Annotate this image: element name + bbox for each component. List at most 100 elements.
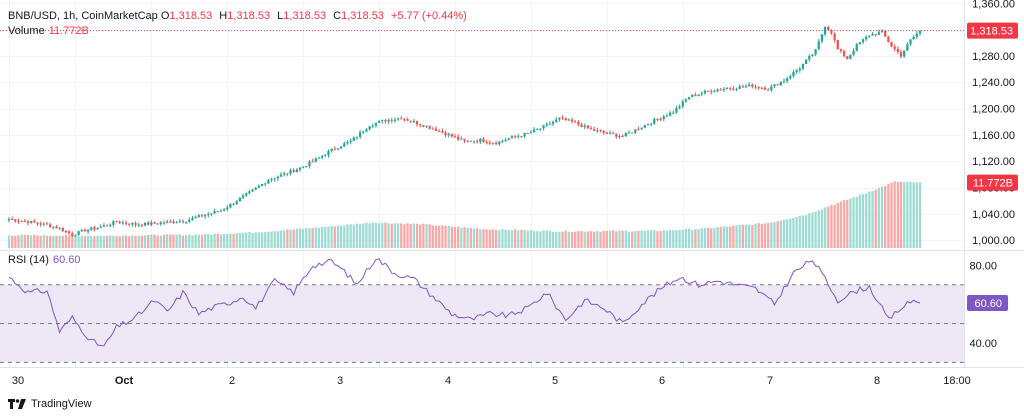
volume-bar (583, 231, 586, 248)
candle-body (270, 178, 273, 181)
volume-bar (453, 227, 457, 248)
volume-badge-bg (967, 174, 1018, 191)
candle-body (479, 138, 482, 142)
volume-bar (548, 230, 552, 248)
volume-bar (612, 230, 615, 248)
volume-bar (175, 234, 178, 248)
volume-bar (42, 234, 45, 248)
volume-bar (109, 235, 112, 248)
volume-bar (327, 226, 330, 248)
volume-bar (786, 219, 789, 248)
last-price-badge-bg (967, 22, 1018, 39)
candle-body (681, 101, 684, 107)
candle-body (156, 223, 159, 225)
volume-bar (387, 223, 390, 248)
volume-bar (450, 226, 453, 248)
candle-body (621, 136, 624, 138)
volume-bar (912, 182, 915, 248)
candle-body (330, 148, 333, 152)
volume-bar (811, 212, 814, 248)
candle-body (403, 119, 406, 121)
tradingview-branding[interactable]: TradingView (8, 398, 92, 410)
candle-body (229, 203, 232, 208)
candle-body (846, 56, 849, 60)
rsi-legend[interactable]: RSI (14) 60.60 (8, 254, 81, 266)
candle-body (580, 124, 583, 128)
candle-body (96, 227, 99, 230)
candle-body (722, 88, 726, 90)
volume-bar (105, 235, 109, 248)
volume-bar (608, 230, 612, 248)
time-axis[interactable]: 30 Oct 2 3 4 5 6 7 8 18:00 (12, 375, 971, 387)
candle-body (782, 80, 786, 82)
volume-bar (523, 230, 526, 248)
candle-body (577, 121, 580, 125)
volume-bar (362, 223, 365, 248)
candle-body (472, 141, 476, 143)
volume-bar (909, 181, 912, 248)
candle-body (887, 36, 890, 42)
candle-body (311, 161, 314, 163)
volume-bar (156, 235, 159, 248)
volume-bar (308, 228, 311, 248)
volume-bar (634, 231, 637, 248)
volume-bar (264, 232, 267, 248)
volume-bar (83, 236, 87, 248)
volume-bar (289, 229, 292, 248)
volume-bar (352, 224, 355, 248)
candle-body (773, 84, 776, 87)
volume-bar (643, 230, 646, 248)
candle-body (58, 227, 61, 229)
volume-bar (865, 193, 868, 248)
symbol-legend[interactable]: BNB/USD, 1h, CoinMarketCap O1,318.53 H1,… (8, 9, 471, 23)
volume-bar (311, 228, 314, 248)
volume-bar (621, 230, 624, 248)
volume-bar (729, 226, 732, 248)
volume-bar (570, 231, 574, 248)
candle-body (226, 207, 229, 210)
brand-name: TradingView (31, 398, 92, 410)
volume-bar (640, 230, 643, 248)
candle-body (181, 221, 185, 223)
volume-bar (159, 235, 162, 248)
candle-body (276, 176, 280, 179)
volume-bar (542, 230, 545, 248)
volume-bar (254, 232, 257, 248)
volume-bar (425, 224, 428, 248)
volume-legend[interactable]: Volume 11.772B (8, 25, 89, 37)
volume-bar (513, 229, 517, 248)
volume-bar (770, 222, 773, 248)
volume-bar (773, 222, 776, 248)
candle-body (248, 191, 251, 194)
candle-body (763, 87, 767, 90)
volume-bar (14, 235, 17, 248)
candle-body (912, 36, 915, 40)
time-tick-label: Oct (115, 375, 134, 387)
candle-series[interactable] (7, 25, 922, 237)
candle-body (884, 30, 887, 37)
candle-body (767, 89, 770, 91)
candle-body (425, 125, 428, 127)
candle-body (523, 133, 526, 137)
candle-body (438, 130, 441, 132)
candle-body (501, 140, 504, 142)
volume-bar (358, 224, 362, 248)
high-label: H (219, 10, 228, 22)
candle-body (637, 129, 640, 131)
volume-bar (722, 226, 726, 248)
candle-body (476, 141, 479, 143)
candle-body (245, 193, 248, 196)
volume-bar (102, 236, 106, 248)
volume-bar (153, 234, 156, 248)
high-value: 1,318.53 (227, 10, 271, 22)
candle-body (608, 132, 612, 134)
candle-body (605, 132, 608, 134)
volume-series (7, 181, 922, 248)
candle-body (317, 157, 321, 159)
candle-body (687, 97, 691, 100)
candle-body (314, 158, 317, 162)
candle-body (684, 99, 688, 102)
volume-bar (852, 197, 855, 248)
candle-body (185, 221, 188, 223)
